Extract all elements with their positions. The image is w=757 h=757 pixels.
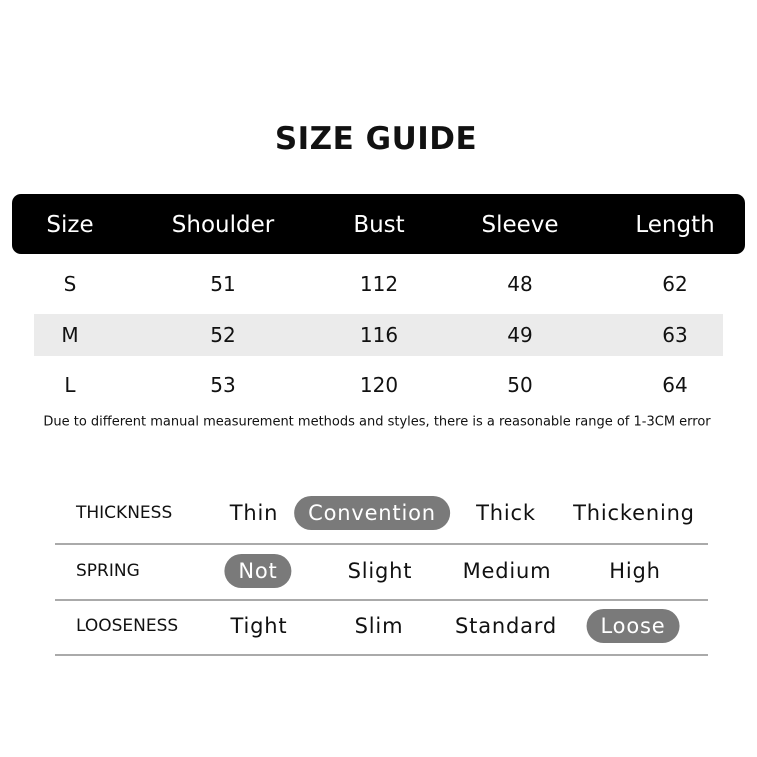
attribute-option: High [609,559,661,583]
size-table-header [12,194,745,254]
attribute-label: SPRING [76,561,140,581]
table-cell: S [63,272,77,296]
attribute-option: Medium [462,559,552,583]
attribute-label: THICKNESS [76,503,173,523]
measurement-note: Due to different manual measurement meth… [43,414,711,430]
table-cell: 52 [210,323,236,347]
attribute-option: Standard [455,614,557,638]
attribute-option: Thickening [573,501,695,525]
attribute-option: Slight [347,559,413,583]
selected-option-pill: Not [224,554,292,588]
table-cell: 51 [210,272,236,296]
column-header: Sleeve [481,212,559,238]
column-header: Bust [353,212,405,238]
row-divider [55,543,708,545]
table-cell: 120 [359,373,399,397]
table-cell: M [61,323,79,347]
column-header: Shoulder [171,212,275,238]
table-cell: 48 [507,272,533,296]
selected-option-pill: Convention [294,496,450,530]
attribute-option: Slim [354,614,404,638]
highlighted-row-band [34,314,723,356]
table-cell: L [64,373,76,397]
table-cell: 116 [359,323,399,347]
table-cell: 49 [507,323,533,347]
row-divider [55,654,708,656]
selected-option-pill: Loose [586,609,680,643]
page-title: SIZE GUIDE [274,121,478,157]
table-cell: 112 [359,272,399,296]
row-divider [55,599,708,601]
table-cell: 53 [210,373,236,397]
attribute-option: Thick [476,501,536,525]
attribute-option: Tight [230,614,288,638]
column-header: Size [46,212,94,238]
table-cell: 64 [662,373,688,397]
column-header: Length [635,212,715,238]
table-cell: 50 [507,373,533,397]
attribute-label: LOOSENESS [76,616,179,636]
table-cell: 62 [662,272,688,296]
table-cell: 63 [662,323,688,347]
attribute-option: Thin [229,501,279,525]
